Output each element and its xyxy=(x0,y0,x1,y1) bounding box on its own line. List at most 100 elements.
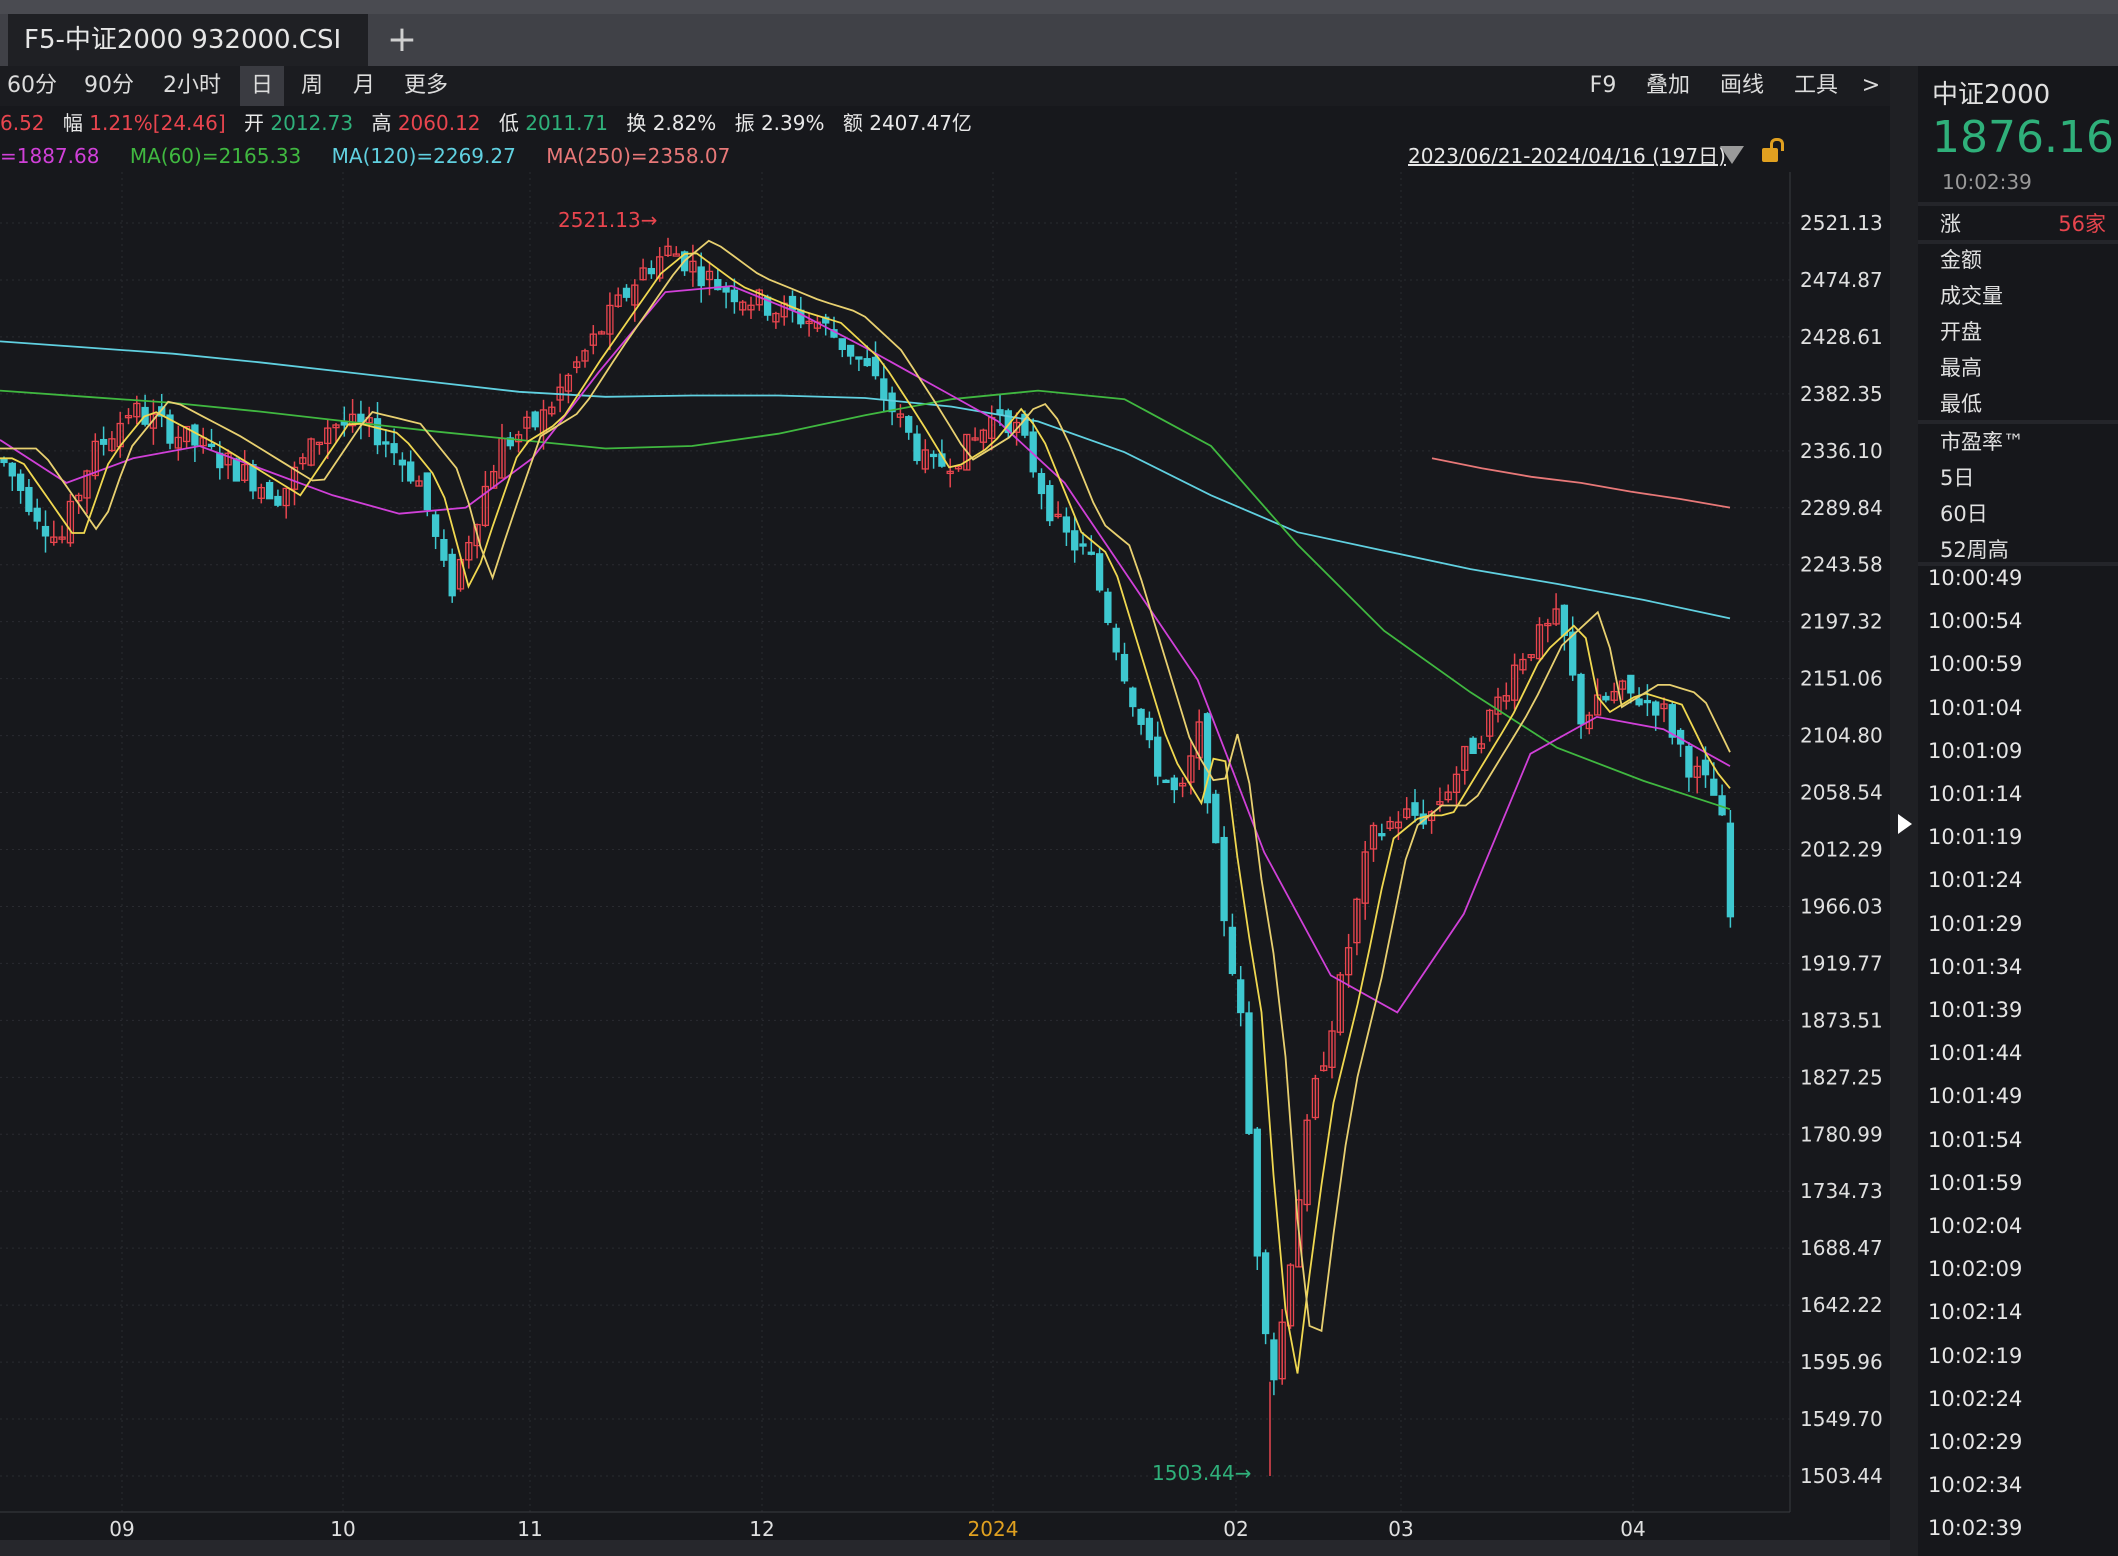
candle-down xyxy=(647,267,656,275)
candle-up xyxy=(50,536,58,544)
turnover-value: 2.82% xyxy=(652,111,717,135)
candle-up xyxy=(979,429,988,443)
candle-up xyxy=(963,433,971,471)
candle-up xyxy=(1344,947,1353,976)
candle-down xyxy=(1726,822,1735,918)
candle-up xyxy=(1286,1264,1295,1327)
candle-up xyxy=(1012,421,1021,434)
candle-down xyxy=(1577,673,1585,725)
candle-up xyxy=(1618,680,1627,690)
tools-button[interactable]: 工具 xyxy=(1793,73,1838,98)
candle-up xyxy=(1610,690,1618,701)
dropdown-arrow-icon[interactable] xyxy=(1720,146,1744,164)
x-tick-label: 09 xyxy=(109,1517,134,1540)
candle-down xyxy=(1710,778,1718,796)
tick-time: 10:01:09 xyxy=(1928,738,2023,763)
candle-up xyxy=(174,436,182,449)
tab-active[interactable]: F5-中证2000 932000.CSI xyxy=(8,14,368,66)
candle-down xyxy=(1627,674,1635,694)
separator xyxy=(1918,420,2118,424)
candle-up xyxy=(1693,765,1701,778)
y-tick-label: 2521.13 xyxy=(1800,211,1883,235)
candle-up xyxy=(490,470,498,489)
candle-down xyxy=(1270,1339,1278,1381)
period-week-button[interactable]: 周 xyxy=(300,73,323,98)
period-2h-button[interactable]: 2小时 xyxy=(163,73,221,98)
candle-up xyxy=(473,523,481,547)
candle-up xyxy=(896,413,905,418)
candle-up xyxy=(1444,791,1452,801)
candle-up xyxy=(1311,1077,1320,1119)
candle-down xyxy=(1203,713,1212,804)
candle-down xyxy=(265,481,274,500)
tick-time: 10:01:59 xyxy=(1928,1170,2023,1195)
candle-up xyxy=(1278,1321,1286,1380)
candle-down xyxy=(191,424,199,446)
candle-up xyxy=(1535,624,1544,660)
candle-down xyxy=(913,433,921,462)
ma120-value: MA(120)=2269.27 xyxy=(331,144,516,168)
candle-up xyxy=(182,425,191,443)
candle-up xyxy=(324,427,332,445)
period-60min-button[interactable]: 60分 xyxy=(7,73,57,98)
candle-up xyxy=(548,406,556,415)
candle-up xyxy=(523,416,531,429)
y-tick-label: 2428.61 xyxy=(1800,325,1883,349)
candle-up xyxy=(1054,513,1062,518)
candle-down xyxy=(1668,704,1676,738)
draw-line-button[interactable]: 画线 xyxy=(1719,73,1764,98)
candle-up xyxy=(224,452,232,466)
period-90min-button[interactable]: 90分 xyxy=(84,73,134,98)
candle-up xyxy=(539,409,548,434)
tick-time: 10:01:24 xyxy=(1928,868,2023,893)
ma20-line xyxy=(0,285,1731,1014)
y-tick-label: 1688.47 xyxy=(1800,1236,1883,1260)
tick-time: 10:00:54 xyxy=(1928,609,2023,634)
candle-down xyxy=(431,514,440,537)
collapse-arrow-icon[interactable] xyxy=(1898,814,1912,834)
candle-up xyxy=(1494,696,1502,715)
tick-time: 10:01:29 xyxy=(1928,911,2023,936)
panel-divider xyxy=(1890,66,1918,1556)
ma250-value: MA(250)=2358.07 xyxy=(546,144,731,168)
x-tick-label: 03 xyxy=(1388,1517,1413,1540)
date-range-selector[interactable]: 2023/06/21-2024/04/16 (197日) xyxy=(1408,144,1726,168)
candle-down xyxy=(340,421,348,426)
candle-up xyxy=(954,465,963,470)
open-row-label: 开盘 xyxy=(1940,320,1982,344)
candle-down xyxy=(506,437,514,447)
x-tick-label: 04 xyxy=(1620,1517,1645,1540)
f9-button[interactable]: F9 xyxy=(1589,73,1617,98)
period-month-button[interactable]: 月 xyxy=(352,73,375,98)
candle-down xyxy=(905,416,913,433)
candle-down xyxy=(407,461,415,482)
candle-up xyxy=(1519,658,1527,671)
52week-high-row-label: 52周高 xyxy=(1940,538,2009,562)
candlestick-chart[interactable]: 2521.13 2474.87 2428.61 2382.35 2336.10 2289.… xyxy=(0,172,1890,1540)
overlay-button[interactable]: 叠加 xyxy=(1645,73,1690,98)
y-tick-label: 2336.10 xyxy=(1800,439,1883,463)
candle-down xyxy=(846,344,855,357)
candle-down xyxy=(99,438,108,445)
candle-down xyxy=(274,495,282,506)
candle-up xyxy=(664,245,672,257)
60day-row-label: 60日 xyxy=(1940,502,1988,526)
candle-down xyxy=(1569,631,1577,676)
ma120-line xyxy=(0,340,1731,620)
add-tab-icon[interactable]: + xyxy=(386,19,418,60)
candle-down xyxy=(730,289,739,303)
period-day-button[interactable]: 日 xyxy=(240,66,284,106)
y-tick-label: 2289.84 xyxy=(1800,496,1883,520)
candle-up xyxy=(257,487,265,499)
period-more-button[interactable]: 更多 xyxy=(403,73,448,98)
candle-down xyxy=(1228,926,1237,975)
candle-up xyxy=(1486,709,1494,737)
candle-up xyxy=(108,438,116,452)
candle-down xyxy=(1378,833,1386,837)
candle-down xyxy=(166,414,174,444)
lock-icon[interactable] xyxy=(1762,138,1784,162)
y-tick-label: 1642.22 xyxy=(1800,1293,1883,1317)
candle-up xyxy=(639,267,647,281)
expand-arrow-icon[interactable]: > xyxy=(1861,73,1881,98)
y-tick-label: 1966.03 xyxy=(1800,894,1883,918)
